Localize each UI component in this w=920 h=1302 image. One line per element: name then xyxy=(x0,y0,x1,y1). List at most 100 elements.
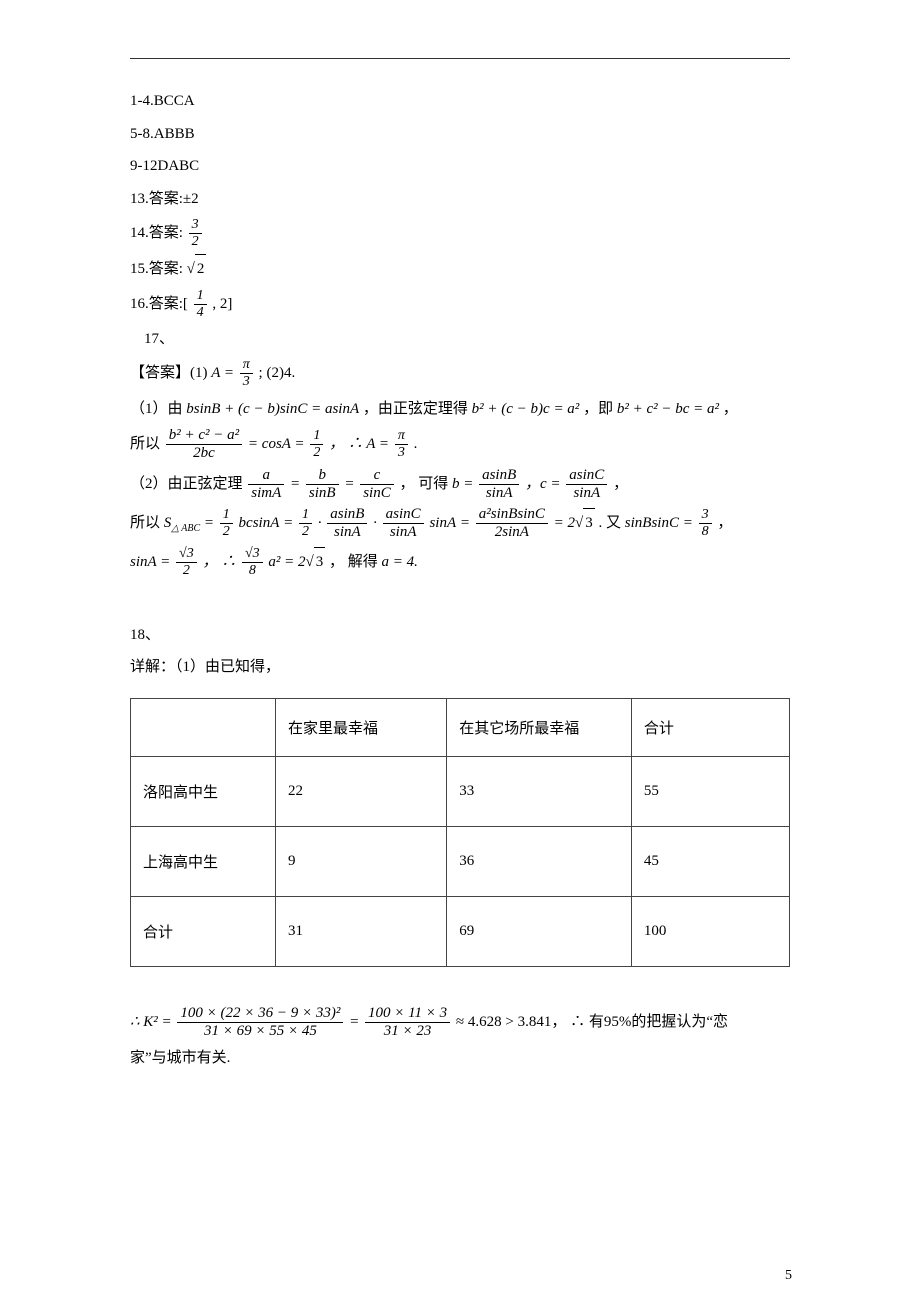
q17-p2-frac: b² + c² − a² 2bc xyxy=(166,427,242,463)
frac-num: a xyxy=(248,467,284,484)
text: . 又 xyxy=(599,515,622,531)
sqrt: √3 xyxy=(575,508,595,538)
table-cell: 45 xyxy=(631,826,789,896)
q17-A-eq: A = xyxy=(211,365,234,381)
frac-den: 2 xyxy=(176,562,197,579)
ans-15-label: 15.答案: xyxy=(130,261,183,277)
ans-13: 13.答案:±2 xyxy=(130,185,790,214)
frac-num: π xyxy=(395,428,408,444)
eq: = xyxy=(204,515,218,531)
text: ， 可得 xyxy=(399,476,448,492)
ans-1-4: 1-4.BCCA xyxy=(130,87,790,116)
frac-den: sinA xyxy=(383,523,424,541)
table-cell: 33 xyxy=(447,756,632,826)
table-cell: 上海高中生 xyxy=(131,826,276,896)
frac: asinBsinA xyxy=(327,506,367,542)
dot: · xyxy=(373,515,381,531)
frac: asinCsinA xyxy=(383,506,424,542)
eq: = xyxy=(460,515,474,531)
ans-9-12: 9-12DABC xyxy=(130,152,790,181)
frac-den: sinA xyxy=(479,484,519,502)
frac-den: 8 xyxy=(242,562,263,579)
eq: = xyxy=(290,476,304,492)
text: 所以 xyxy=(130,436,160,452)
frac: √32 xyxy=(176,546,197,579)
frac-num: 3 xyxy=(699,507,712,523)
table-cell: 31 xyxy=(275,896,446,966)
frac-num: asinC xyxy=(566,467,607,484)
frac-num: a²sinBsinC xyxy=(476,506,548,523)
q17-p4: 所以 S△ ABC = 12 bcsinA = 12 · asinBsinA ·… xyxy=(130,506,790,542)
math-expr: bsinB + (c − b)sinC = asinA xyxy=(186,401,359,417)
table-cell: 在其它场所最幸福 xyxy=(447,698,632,756)
q17-p2: 所以 b² + c² − a² 2bc = cosA = 1 2 ， ∴ A =… xyxy=(130,427,790,463)
subscript: △ ABC xyxy=(171,523,200,534)
top-rule xyxy=(130,58,790,59)
frac-den: 2sinA xyxy=(476,523,548,541)
eq: = xyxy=(349,1014,363,1030)
table-row: 洛阳高中生 22 33 55 xyxy=(131,756,790,826)
frac-num: asinC xyxy=(383,506,424,523)
ans-14-label: 14.答案: xyxy=(130,225,183,241)
q18-calc-line2: 家”与城市有关. xyxy=(130,1044,790,1073)
frac-num: 1 xyxy=(299,507,312,523)
frac-den: 3 xyxy=(395,444,408,461)
frac-den: 2 xyxy=(310,444,323,461)
table-cell: 69 xyxy=(447,896,632,966)
math-expr: = 2 xyxy=(554,515,575,531)
text: ≈ 4.628 > 3.841， ∴ 有95%的把握认为“恋 xyxy=(456,1014,728,1030)
ans-16-label: 16.答案:[ xyxy=(130,296,188,312)
table-cell xyxy=(131,698,276,756)
table-cell: 在家里最幸福 xyxy=(275,698,446,756)
frac: a²sinBsinC2sinA xyxy=(476,506,548,542)
text: . xyxy=(414,436,418,452)
math-expr: b² + c² − bc = a² xyxy=(617,401,719,417)
frac: asinCsinA xyxy=(566,467,607,503)
math-expr: a² = 2 xyxy=(268,554,305,570)
frac-den: sinA xyxy=(327,523,367,541)
sqrt-radicand: 3 xyxy=(583,508,595,538)
frac-den: sinA xyxy=(566,484,607,502)
frac-den: sinB xyxy=(306,484,339,502)
text: ， 解得 xyxy=(329,554,378,570)
ans-15: 15.答案: √2 xyxy=(130,254,790,284)
frac: 100 × (22 × 36 − 9 × 33)² 31 × 69 × 55 ×… xyxy=(177,1005,343,1041)
text: （1）由 xyxy=(130,401,183,417)
table-row: 上海高中生 9 36 45 xyxy=(131,826,790,896)
frac: asinBsinA xyxy=(479,467,519,503)
table-header-row: 在家里最幸福 在其它场所最幸福 合计 xyxy=(131,698,790,756)
frac-num: b xyxy=(306,467,339,484)
q18-table: 在家里最幸福 在其它场所最幸福 合计 洛阳高中生 22 33 55 上海高中生 … xyxy=(130,698,790,967)
q17-p2-Afrac: π 3 xyxy=(395,428,408,461)
ans-16-tail: , 2] xyxy=(212,296,232,312)
page: 1-4.BCCA 5-8.ABBB 9-12DABC 13.答案:±2 14.答… xyxy=(0,0,920,1302)
q17-answer-line: 【答案】(1) A = π 3 ; (2)4. xyxy=(130,357,790,390)
q17-p5: sinA = √32 ， ∴ √38 a² = 2√3 ， 解得 a = 4. xyxy=(130,546,790,579)
text: ， xyxy=(717,515,732,531)
frac-num: π xyxy=(240,357,253,373)
frac-den: 8 xyxy=(699,523,712,540)
frac-den: 2 xyxy=(299,523,312,540)
frac-num: c xyxy=(360,467,394,484)
math-expr: ， ∴ xyxy=(202,554,236,570)
text: ，由正弦定理得 xyxy=(363,401,468,417)
eq: = xyxy=(283,515,297,531)
frac-den: 2 xyxy=(189,233,202,250)
math-expr: sinA xyxy=(429,515,456,531)
text: 所以 xyxy=(130,515,160,531)
math-expr: ∴ K² = xyxy=(130,1014,172,1030)
frac-num: asinB xyxy=(479,467,519,484)
frac-den: 2 xyxy=(220,523,233,540)
frac: 12 xyxy=(220,507,233,540)
text: ， xyxy=(723,401,738,417)
frac-num: √3 xyxy=(242,546,263,562)
frac-den: 31 × 23 xyxy=(365,1022,450,1040)
page-number: 5 xyxy=(785,1268,792,1284)
math-expr: b² + (c − b)c = a² xyxy=(472,401,580,417)
math-expr: = cosA = xyxy=(248,436,305,452)
sqrt-radicand: 2 xyxy=(195,254,207,284)
math-expr: ，c = xyxy=(525,476,561,492)
text: ， xyxy=(613,476,628,492)
q18-intro: 详解：（1）由已知得， xyxy=(130,653,790,682)
frac-den: 31 × 69 × 55 × 45 xyxy=(177,1022,343,1040)
